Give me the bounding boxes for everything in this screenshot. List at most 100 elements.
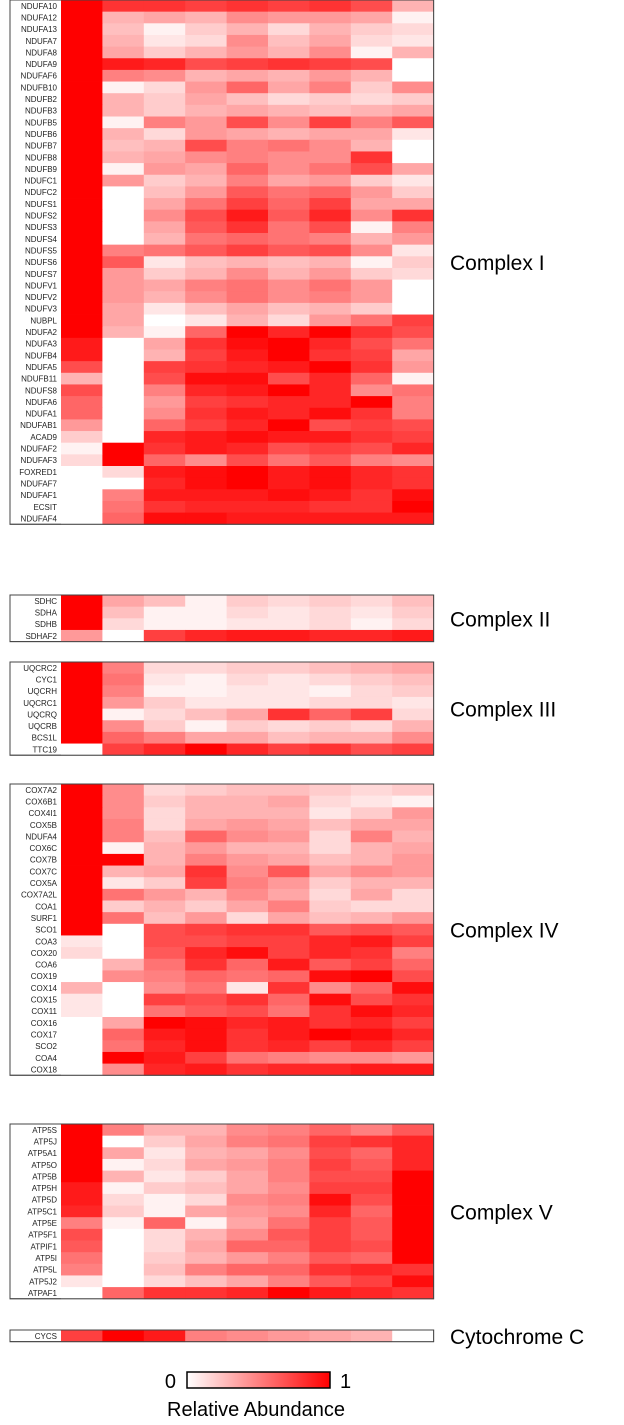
- heatmap-cell: [185, 1005, 227, 1018]
- heatmap-cell: [185, 830, 227, 843]
- heatmap-cell: [102, 912, 145, 925]
- heatmap-cell: [309, 34, 352, 47]
- heatmap-cell: [309, 1028, 352, 1041]
- heatmap-cell: [102, 1063, 145, 1076]
- heatmap-cell: [102, 477, 145, 490]
- heatmap-cell: [143, 1330, 186, 1343]
- heatmap-cell: [185, 23, 227, 36]
- heatmap-cell: [102, 1040, 145, 1053]
- heatmap-cell: [102, 163, 145, 176]
- heatmap-cell: [143, 1124, 186, 1137]
- heatmap-cell: [102, 1124, 145, 1137]
- heatmap-cell: [61, 361, 103, 374]
- heatmap-cell: [226, 795, 269, 808]
- row-label: COX17: [31, 1030, 58, 1039]
- heatmap-cell: [61, 104, 103, 117]
- row-label: NDUFA6: [25, 398, 57, 407]
- heatmap-cell: [392, 1028, 434, 1041]
- heatmap-cell: [61, 629, 103, 642]
- heatmap-cell: [309, 1182, 352, 1195]
- heatmap-cell: [309, 970, 352, 983]
- heatmap-cell: [102, 1275, 145, 1288]
- row-label: COX15: [31, 996, 58, 1005]
- heatmap-cell: [392, 1330, 434, 1343]
- heatmap-cell: [350, 1028, 393, 1041]
- heatmap-cell: [226, 1330, 269, 1343]
- heatmap-cell: [143, 1051, 186, 1064]
- heatmap-cell: [268, 865, 310, 878]
- heatmap-cell: [309, 431, 352, 444]
- heatmap-cell: [268, 696, 310, 709]
- heatmap-cell: [61, 1158, 103, 1171]
- heatmap-cell: [350, 935, 393, 948]
- heatmap-cell: [61, 256, 103, 269]
- heatmap-cell: [350, 842, 393, 855]
- heatmap-cell: [268, 1028, 310, 1041]
- heatmap-cell: [309, 419, 352, 432]
- heatmap-cell: [392, 1275, 434, 1288]
- heatmap-cell: [102, 11, 145, 24]
- heatmap-cell: [350, 291, 393, 304]
- heatmap-cell: [350, 731, 393, 744]
- row-label: COX18: [31, 1065, 58, 1074]
- row-atp5o: ATP5O: [31, 1158, 434, 1171]
- heatmap-cell: [350, 629, 393, 642]
- heatmap-cell: [226, 291, 269, 304]
- row-label: COX7A2: [25, 786, 57, 795]
- row-cox19: COX19: [31, 970, 434, 983]
- heatmap-cell: [350, 466, 393, 479]
- row-label: NDUFAF1: [21, 491, 58, 500]
- row-atp5f1: ATP5F1: [28, 1228, 434, 1241]
- heatmap-cell: [392, 947, 434, 960]
- heatmap-cell: [185, 163, 227, 176]
- heatmap-cell: [309, 865, 352, 878]
- heatmap-cell: [350, 1217, 393, 1230]
- heatmap-cell: [226, 209, 269, 222]
- heatmap-cell: [392, 1063, 434, 1076]
- heatmap-cell: [226, 163, 269, 176]
- heatmap-cell: [309, 11, 352, 24]
- heatmap-cell: [185, 0, 227, 13]
- heatmap-cell: [61, 151, 103, 164]
- row-ndufaf2: NDUFAF2: [21, 442, 434, 455]
- heatmap-cell: [61, 1063, 103, 1076]
- row-ndufb11: NDUFB11: [21, 372, 434, 385]
- row-ndufs8: NDUFS8: [25, 384, 434, 397]
- heatmap-cell: [309, 244, 352, 257]
- row-label: COX19: [31, 972, 58, 981]
- heatmap-cell: [350, 818, 393, 831]
- group-label: Complex IV: [450, 920, 559, 943]
- row-label: NDUFS3: [25, 223, 58, 232]
- heatmap-cell: [185, 11, 227, 24]
- heatmap-cell: [226, 947, 269, 960]
- heatmap-cell: [226, 128, 269, 141]
- heatmap-cell: [61, 673, 103, 686]
- heatmap-cell: [102, 93, 145, 106]
- heatmap-cell: [61, 935, 103, 948]
- heatmap-cell: [309, 23, 352, 36]
- heatmap-cell: [226, 731, 269, 744]
- heatmap-cell: [392, 842, 434, 855]
- heatmap-cell: [61, 1287, 103, 1300]
- row-label: CYC1: [36, 675, 58, 684]
- row-atp5j2: ATP5J2: [29, 1275, 434, 1288]
- row-label: NDUFB2: [25, 95, 58, 104]
- heatmap-cell: [350, 512, 393, 525]
- group-border: [9, 1123, 435, 1300]
- heatmap-cell: [350, 384, 393, 397]
- heatmap-cell: [309, 1193, 352, 1206]
- heatmap-cell: [309, 1287, 352, 1300]
- heatmap-cell: [268, 1040, 310, 1053]
- heatmap-cell: [185, 407, 227, 420]
- row-label: COX6B1: [25, 797, 57, 806]
- heatmap-cell: [143, 865, 186, 878]
- heatmap-cell: [185, 361, 227, 374]
- heatmap-cell: [102, 696, 145, 709]
- heatmap-cell: [309, 454, 352, 467]
- heatmap-cell: [61, 116, 103, 129]
- heatmap-cell: [309, 1275, 352, 1288]
- heatmap-cell: [350, 34, 393, 47]
- heatmap-cell: [61, 1135, 103, 1148]
- heatmap-cell: [309, 500, 352, 513]
- heatmap-cell: [61, 454, 103, 467]
